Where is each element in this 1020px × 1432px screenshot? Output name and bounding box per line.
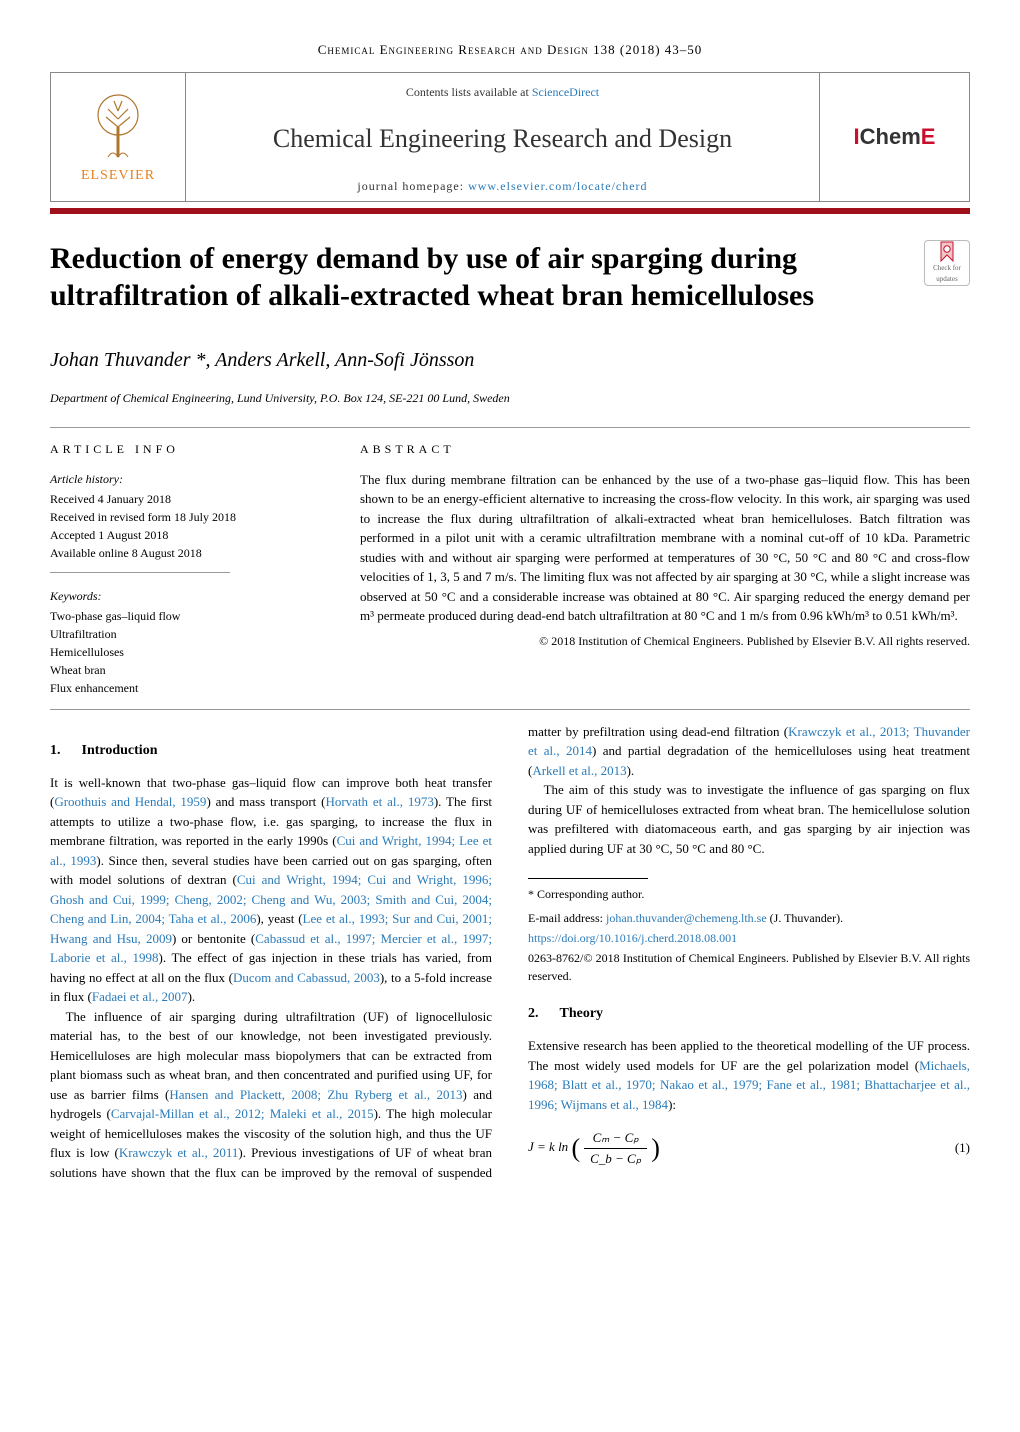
citation[interactable]: Hansen and Plackett, 2008; Zhu Ryberg et… [169, 1087, 462, 1102]
running-head: Chemical Engineering Research and Design… [50, 40, 970, 60]
history-line: Accepted 1 August 2018 [50, 526, 320, 544]
equation-number: (1) [955, 1138, 970, 1158]
email-label: E-mail address: [528, 911, 606, 925]
check-updates-line2: updates [936, 274, 957, 285]
red-separator [50, 208, 970, 214]
rule-top [50, 427, 970, 428]
elsevier-tree-icon [78, 87, 158, 163]
article-title: Reduction of energy demand by use of air… [50, 240, 906, 315]
footnote-rule [528, 878, 648, 879]
citation[interactable]: Fadaei et al., 2007 [92, 989, 188, 1004]
text: Extensive research has been applied to t… [528, 1038, 970, 1073]
abstract-col: ABSTRACT The flux during membrane filtra… [360, 440, 970, 697]
icheme-chem: Chem [860, 120, 921, 153]
body-columns: 1. Introduction It is well-known that tw… [50, 722, 970, 1183]
keyword: Ultrafiltration [50, 625, 320, 643]
bookmark-icon [938, 241, 956, 263]
eq-lhs: J = k ln [528, 1139, 568, 1154]
abstract-head: ABSTRACT [360, 440, 970, 458]
text: ) and mass transport ( [206, 794, 325, 809]
history-line: Received in revised form 18 July 2018 [50, 508, 320, 526]
section-2-num: 2. [528, 1006, 539, 1021]
check-updates-line1: Check for [933, 263, 961, 274]
authors: Johan Thuvander *, Anders Arkell, Ann-So… [50, 345, 970, 375]
section-2-title: Theory [560, 1006, 604, 1021]
doi-link[interactable]: https://doi.org/10.1016/j.cherd.2018.08.… [528, 931, 737, 945]
rule-mid [50, 709, 970, 710]
citation[interactable]: Horvath et al., 1973 [325, 794, 433, 809]
text: ). [188, 989, 196, 1004]
doi-line: https://doi.org/10.1016/j.cherd.2018.08.… [528, 929, 970, 947]
keyword: Flux enhancement [50, 679, 320, 697]
email-line: E-mail address: johan.thuvander@chemeng.… [528, 909, 970, 927]
keyword: Hemicelluloses [50, 643, 320, 661]
section-1-title: Introduction [82, 743, 158, 758]
elsevier-logo-cell: ELSEVIER [51, 73, 186, 201]
article-info-col: ARTICLE INFO Article history: Received 4… [50, 440, 320, 697]
history-line: Received 4 January 2018 [50, 490, 320, 508]
sciencedirect-link[interactable]: ScienceDirect [532, 85, 599, 99]
sciencedirect-line: Contents lists available at ScienceDirec… [406, 83, 599, 101]
homepage-label: journal homepage: [357, 179, 468, 193]
section-2-head: 2. Theory [528, 1003, 970, 1024]
article-info-head: ARTICLE INFO [50, 440, 320, 458]
corresponding-author: * Corresponding author. [528, 885, 970, 903]
citation[interactable]: Carvajal-Millan et al., 2012; Maleki et … [111, 1106, 374, 1121]
intro-para-3: The aim of this study was to investigate… [528, 780, 970, 858]
eq-denominator: C_b − Cₚ [584, 1149, 647, 1169]
intro-para-1: It is well-known that two-phase gas–liqu… [50, 773, 492, 1007]
citation[interactable]: Groothuis and Hendal, 1959 [54, 794, 206, 809]
abstract-copyright: © 2018 Institution of Chemical Engineers… [360, 632, 970, 650]
affiliation: Department of Chemical Engineering, Lund… [50, 389, 970, 407]
citation[interactable]: Krawczyk et al., 2011 [119, 1145, 239, 1160]
equation-1: J = k ln (Cₘ − CₚC_b − Cₚ) (1) [528, 1128, 970, 1168]
icheme-logo: IChemE [819, 73, 969, 201]
keyword: Wheat bran [50, 661, 320, 679]
email-tail: (J. Thuvander). [767, 911, 843, 925]
citation[interactable]: Ducom and Cabassud, 2003 [233, 970, 380, 985]
homepage-line: journal homepage: www.elsevier.com/locat… [357, 177, 647, 195]
history-head: Article history: [50, 470, 320, 488]
keyword: Two-phase gas–liquid flow [50, 607, 320, 625]
contents-available-label: Contents lists available at [406, 85, 532, 99]
journal-title: Chemical Engineering Research and Design [273, 119, 732, 158]
text: ), yeast ( [256, 911, 302, 926]
section-1-num: 1. [50, 743, 61, 758]
theory-para-1: Extensive research has been applied to t… [528, 1036, 970, 1114]
issn-line: 0263-8762/© 2018 Institution of Chemical… [528, 949, 970, 985]
email-link[interactable]: johan.thuvander@chemeng.lth.se [606, 911, 767, 925]
elsevier-wordmark: ELSEVIER [81, 165, 155, 186]
text: ). [627, 763, 635, 778]
eq-numerator: Cₘ − Cₚ [584, 1128, 647, 1149]
keywords-head: Keywords: [50, 587, 320, 605]
check-updates-badge[interactable]: Check for updates [924, 240, 970, 286]
text: ) or bentonite ( [172, 931, 255, 946]
rule-short [50, 572, 230, 573]
header-center: Contents lists available at ScienceDirec… [186, 73, 819, 201]
journal-header-frame: ELSEVIER Contents lists available at Sci… [50, 72, 970, 202]
history-line: Available online 8 August 2018 [50, 544, 320, 562]
equation-body: J = k ln (Cₘ − CₚC_b − Cₚ) [528, 1128, 660, 1168]
abstract-text: The flux during membrane filtration can … [360, 470, 970, 626]
homepage-link[interactable]: www.elsevier.com/locate/cherd [468, 179, 648, 193]
icheme-e: E [921, 120, 936, 153]
text: ): [668, 1097, 676, 1112]
section-1-head: 1. Introduction [50, 740, 492, 761]
citation[interactable]: Arkell et al., 2013 [532, 763, 626, 778]
